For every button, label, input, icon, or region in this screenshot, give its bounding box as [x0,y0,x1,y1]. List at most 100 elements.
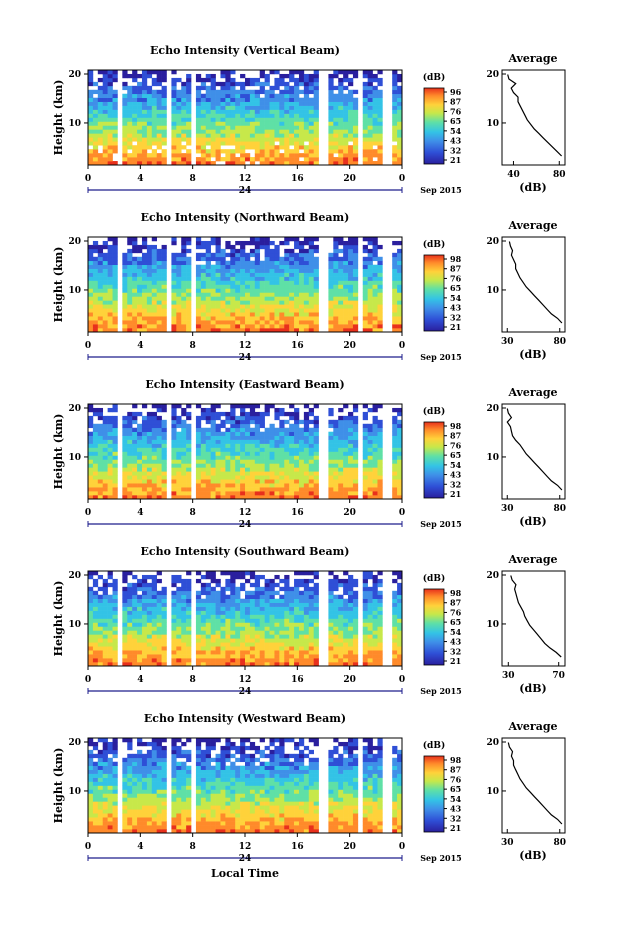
heatmap-cell [392,447,398,452]
heatmap-cell [181,479,187,484]
heatmap-cell [245,618,251,623]
heatmap-cell [102,415,108,421]
heatmap-cell [92,125,99,130]
heatmap-cell [372,594,378,600]
heatmap-cell [230,97,236,102]
heatmap-cell [308,304,314,309]
heatmap-cell [151,296,157,301]
heatmap-cell [274,268,280,273]
heatmap-cell [240,244,246,250]
heatmap-cell [225,578,231,584]
heatmap-cell [215,149,221,154]
heatmap-cell [186,149,192,154]
heatmap-cell [176,288,182,293]
heatmap-cell [176,439,182,444]
heatmap-cell [397,89,403,95]
heatmap-cell [181,602,187,607]
heatmap-cell [146,113,153,118]
heatmap-cell [333,431,339,436]
heatmap-cell [308,141,314,146]
heatmap-cell [254,578,261,584]
heatmap-cell [88,590,94,596]
heatmap-cell [97,109,104,114]
heatmap-cell [122,141,128,146]
heatmap-cell [372,244,378,250]
heatmap-cell [97,70,104,75]
heatmap-cell [289,495,295,500]
y-tick-label: 10 [68,286,81,296]
heatmap-cell [176,284,182,289]
heatmap-cell [97,622,104,627]
heatmap-cell [102,463,108,468]
heatmap-cell [338,85,344,91]
heatmap-cell [151,70,157,75]
heatmap-cell [254,447,261,452]
heatmap-cell [254,264,261,269]
heatmap-cell [92,443,99,448]
heatmap-cell [107,244,113,250]
heatmap-cell [210,479,216,484]
heatmap-cell [102,121,108,126]
heatmap-cell [200,125,207,130]
heatmap-cell [215,610,221,615]
heatmap-cell [137,324,143,329]
heatmap-cell [107,650,113,655]
heatmap-cell [151,141,157,146]
heatmap-cell [146,264,153,269]
heatmap-cell [298,248,305,254]
heatmap-cell [161,328,167,333]
heatmap-cell [254,256,261,262]
heatmap-cell [92,447,99,452]
heatmap-cell [97,618,104,623]
heatmap-cell [338,113,344,118]
heatmap-cell [186,272,192,277]
heatmap-cell [328,598,334,603]
heatmap-cell [215,316,221,321]
heatmap-cell [127,320,133,325]
heatmap-cell [362,431,368,436]
heatmap-cell [235,240,241,246]
heatmap-cell [313,658,319,663]
heatmap-cell [289,109,295,114]
heatmap-cell [392,105,398,110]
heatmap-cell [171,252,177,258]
heatmap-cell [220,594,226,600]
heatmap-cell [259,415,265,421]
heatmap-cell [97,638,104,643]
heatmap-cell [215,606,221,611]
heatmap-cell [156,280,162,285]
heatmap-cell [284,109,290,114]
heatmap-cell [195,237,202,242]
heatmap-cell [343,141,349,146]
heatmap-cell [352,324,359,329]
heatmap-cell [195,479,202,484]
heatmap-cell [333,646,339,651]
heatmap-cell [289,137,295,142]
heatmap-cell [195,89,202,95]
heatmap-cell [362,105,368,110]
heatmap-cell [245,467,251,472]
heatmap-cell [186,602,192,607]
heatmap-cell [141,491,148,496]
heatmap-cell [338,618,344,623]
heatmap-cell [186,93,192,99]
heatmap-cell [132,479,138,484]
heatmap-cell [289,443,295,448]
heatmap-cell [362,443,368,448]
heatmap-cell [186,260,192,266]
heatmap-cell [200,642,207,647]
heatmap-cell [137,495,143,500]
heatmap-cell [338,634,344,639]
heatmap-cell [308,316,314,321]
heatmap-cell [235,606,241,611]
heatmap-cell [225,89,231,95]
heatmap-cell [338,260,344,266]
heatmap-cell [249,117,256,122]
heatmap-cell [274,626,280,631]
heatmap-cell [289,439,295,444]
heatmap-cell [127,256,133,262]
heatmap-cell [210,447,216,452]
heatmap-cell [230,606,236,611]
heatmap-cell [274,479,280,484]
heatmap-cell [274,292,280,297]
